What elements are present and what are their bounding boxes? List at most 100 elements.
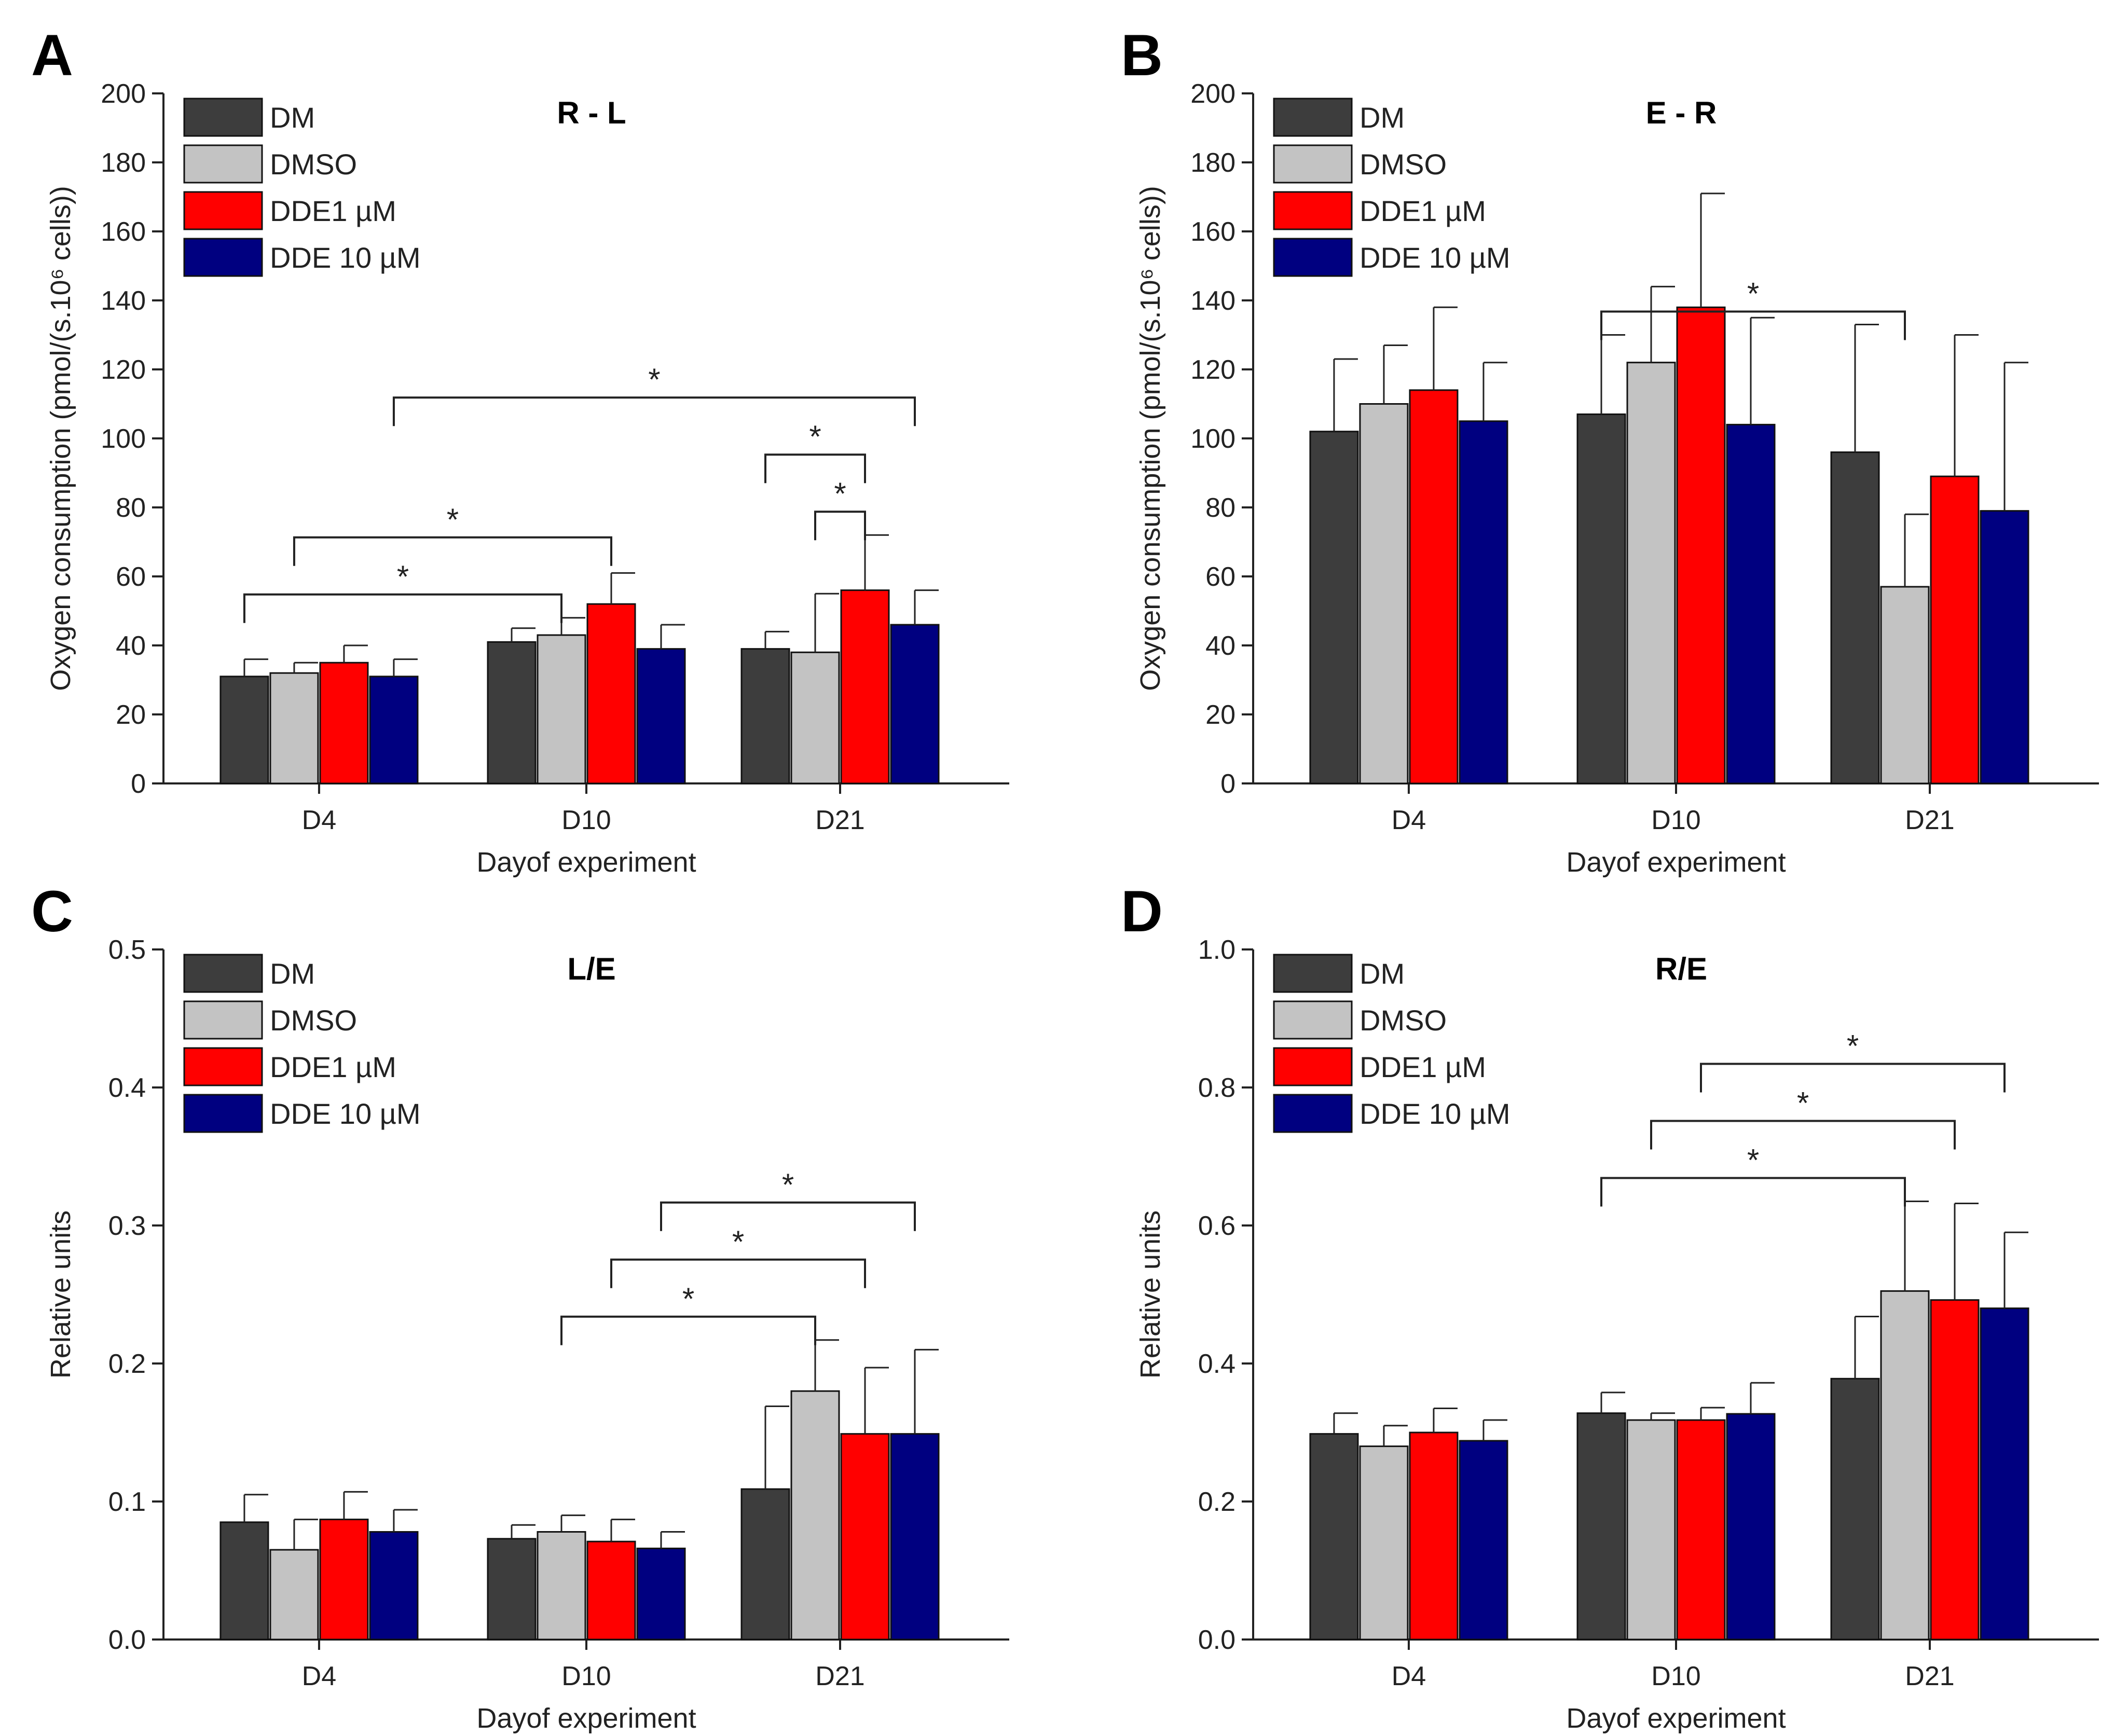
y-tick-label: 60 — [116, 562, 146, 592]
bar-dde-10-m-d4 — [369, 676, 419, 784]
bar-dm-d21 — [1830, 451, 1880, 784]
bar-dm-d10 — [487, 641, 537, 784]
legend-label: DMSO — [270, 148, 357, 181]
significance-star: * — [397, 559, 409, 594]
y-axis-title: Oxygen consumption (pmol/(s.10⁶ cells)) — [45, 186, 76, 691]
legend-swatch — [1273, 1000, 1353, 1040]
legend-label: DM — [270, 957, 315, 990]
bar-dmso-d4 — [269, 1549, 319, 1641]
legend-label: DMSO — [270, 1004, 357, 1037]
bracket-line — [764, 453, 866, 484]
bar-dmso-d21 — [1880, 1290, 1930, 1641]
bar-dde1-m-d4 — [1409, 1431, 1459, 1641]
bar-dmso-d4 — [269, 672, 319, 784]
y-tick-label: 80 — [116, 493, 146, 523]
legend-swatch — [183, 1047, 263, 1086]
bar-dm-d4 — [1309, 1433, 1359, 1641]
x-tick-label: D4 — [1392, 1661, 1426, 1691]
bar-dde-10-m-d21 — [890, 624, 940, 784]
significance-bracket: * — [293, 502, 612, 566]
bar-dm-d10 — [1576, 1412, 1626, 1641]
bar-dde-10-m-d21 — [1980, 1307, 2029, 1641]
bar-dde-10-m-d10 — [636, 1547, 686, 1641]
bracket-line — [610, 1258, 866, 1288]
significance-star: * — [809, 419, 821, 454]
bar-dde-10-m-d21 — [1980, 510, 2029, 784]
bar-dmso-d4 — [1359, 403, 1409, 784]
bar-dde-10-m-d10 — [1726, 423, 1776, 784]
x-tick-label: D10 — [1651, 1661, 1700, 1691]
y-tick-label: 0 — [131, 769, 146, 799]
significance-star: * — [732, 1224, 744, 1259]
bar-dde-10-m-d4 — [1459, 420, 1508, 784]
legend-label: DDE1 µM — [270, 195, 396, 227]
legend-label: DDE1 µM — [1360, 195, 1486, 227]
y-tick-label: 40 — [116, 631, 146, 661]
bar-dde1-m-d10 — [1676, 306, 1726, 784]
bracket-line — [660, 1201, 916, 1231]
y-tick-label: 0.1 — [108, 1487, 146, 1517]
bar-dde1-m-d10 — [1676, 1419, 1726, 1641]
legend-swatch — [1273, 954, 1353, 993]
legend-swatch — [1273, 1094, 1353, 1133]
bracket-line — [1600, 1177, 1906, 1207]
y-tick-label: 0.5 — [108, 935, 146, 965]
legend-label: DDE 10 µM — [1360, 1097, 1511, 1130]
significance-star: * — [834, 476, 846, 511]
bar-dmso-d4 — [1359, 1445, 1409, 1641]
legend-label: DM — [1360, 101, 1405, 134]
bar-dmso-d10 — [1626, 1419, 1676, 1641]
x-axis-title: Dayof experiment — [476, 1703, 696, 1734]
y-tick-label: 0.4 — [1198, 1349, 1236, 1379]
significance-star: * — [1747, 1142, 1759, 1177]
panel-letter: C — [31, 879, 73, 944]
legend-swatch — [183, 954, 263, 993]
chart-title: L/E — [567, 952, 615, 986]
x-tick-label: D10 — [1651, 805, 1700, 835]
significance-star: * — [1747, 277, 1759, 311]
bar-dde1-m-d4 — [1409, 389, 1459, 784]
bar-dde1-m-d10 — [586, 1540, 636, 1641]
y-tick-label: 180 — [101, 148, 146, 178]
bar-dde1-m-d10 — [586, 603, 636, 784]
bar-dmso-d21 — [1880, 586, 1930, 784]
legend-swatch — [183, 144, 263, 184]
bar-dm-d10 — [487, 1538, 537, 1641]
bar-dmso-d10 — [1626, 362, 1676, 784]
chart-panel-a: A 0 20 40 60 80 100 120 140 160 180 200 Oxygen consu… — [31, 23, 1009, 878]
significance-bracket: * — [764, 419, 866, 484]
significance-bracket: * — [660, 1167, 916, 1231]
bracket-line — [1700, 1063, 2006, 1093]
x-tick-label: D21 — [1905, 1661, 1954, 1691]
x-axis-title: Dayof experiment — [1566, 847, 1786, 878]
panel-letter: A — [31, 23, 73, 88]
y-tick-label: 140 — [1190, 286, 1236, 316]
legend-swatch — [183, 191, 263, 230]
bar-dde1-m-d21 — [840, 589, 890, 784]
chart-title: R - L — [557, 95, 626, 130]
bar-dde-10-m-d10 — [1726, 1413, 1776, 1641]
y-tick-label: 0.8 — [1198, 1073, 1236, 1103]
legend-swatch — [183, 1000, 263, 1040]
y-tick-label: 140 — [101, 286, 146, 316]
significance-bracket: * — [1600, 277, 1906, 340]
y-tick-label: 60 — [1205, 562, 1236, 592]
y-tick-label: 100 — [1190, 424, 1236, 454]
bar-dmso-d10 — [537, 634, 586, 784]
x-tick-label: D10 — [561, 805, 611, 835]
bar-dmso-d10 — [537, 1531, 586, 1641]
y-tick-label: 0.3 — [108, 1211, 146, 1241]
x-tick-label: D4 — [302, 805, 336, 835]
y-tick-label: 0.6 — [1198, 1211, 1236, 1241]
bracket-line — [1650, 1120, 1956, 1150]
significance-bracket: * — [610, 1224, 866, 1288]
y-tick-label: 20 — [116, 700, 146, 730]
x-axis-title: Dayof experiment — [476, 847, 696, 878]
legend-label: DDE1 µM — [1360, 1051, 1486, 1083]
bracket-line — [392, 396, 916, 426]
legend-swatch — [183, 98, 263, 137]
legend-swatch — [1273, 238, 1353, 277]
y-tick-label: 120 — [1190, 355, 1236, 385]
y-tick-label: 0 — [1220, 769, 1236, 799]
significance-bracket: * — [560, 1282, 816, 1345]
